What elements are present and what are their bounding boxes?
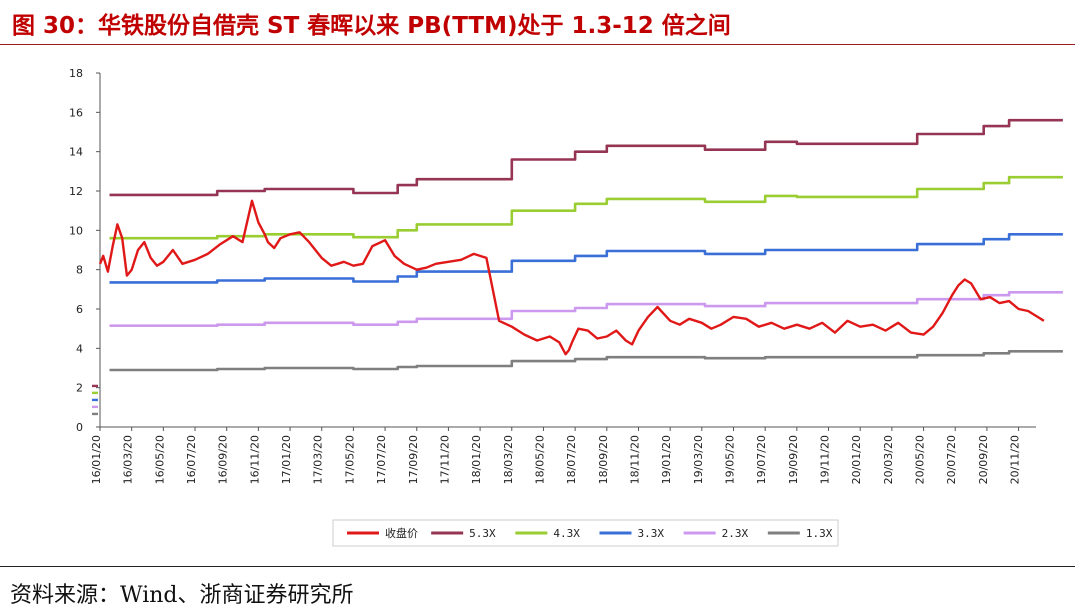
- x-tick-label: 20/01/20: [850, 435, 863, 484]
- series-line: [109, 175, 1063, 240]
- series-line: [109, 349, 1063, 372]
- pb-band-chart: 0 2 4 6 8 10 12 14 16 18 16/01/20 16/03/20 16/05/20…: [69, 67, 1063, 547]
- legend-label: 收盘价: [385, 526, 418, 540]
- source-note: 资料来源：Wind、浙商证券研究所: [10, 583, 354, 608]
- x-tick-label: 17/07/20: [375, 435, 388, 484]
- y-tick-label: 14: [69, 146, 83, 159]
- x-tick-label: 20/11/20: [1009, 435, 1022, 484]
- x-tick-label: 17/09/20: [407, 435, 420, 484]
- x-tick-label: 17/03/20: [312, 435, 325, 484]
- legend-label: 2.3X: [722, 527, 749, 540]
- x-tick-label: 16/01/20: [90, 435, 103, 484]
- y-tick-label: 12: [69, 185, 83, 198]
- series-line: [109, 118, 1063, 197]
- x-tick-label: 18/01/20: [470, 435, 483, 484]
- x-tick-label: 16/11/20: [248, 435, 261, 484]
- x-tick-label: 19/01/20: [660, 435, 673, 484]
- source-divider: [0, 566, 1075, 567]
- series-line: [98, 199, 1045, 356]
- x-tick-label: 18/11/20: [628, 435, 641, 484]
- chart-axes: [99, 73, 1036, 428]
- x-tick-label: 16/09/20: [217, 435, 230, 484]
- legend-box: [332, 519, 839, 547]
- x-tick-label: 16/05/20: [153, 435, 166, 484]
- legend-label: 4.3X: [553, 527, 580, 540]
- x-tick-label: 17/11/20: [438, 435, 451, 484]
- x-tick-label: 20/07/20: [945, 435, 958, 484]
- y-tick-label: 2: [76, 382, 83, 395]
- x-tick-label: 19/05/20: [724, 435, 737, 484]
- page-title: 图 30：华铁股份自借壳 ST 春晖以来 PB(TTM)处于 1.3-12 倍之…: [12, 13, 731, 39]
- x-tick-label: 19/07/20: [755, 435, 768, 484]
- legend-label: 3.3X: [638, 527, 665, 540]
- y-tick-label: 0: [76, 421, 83, 434]
- y-tick-label: 4: [76, 342, 83, 355]
- x-axis-ticks: 16/01/20 16/03/20 16/05/20 16/07/20 16/09/20…: [90, 427, 1022, 484]
- y-axis-ticks: 0 2 4 6 8 10 12 14 16 18: [69, 67, 100, 434]
- legend-label: 5.3X: [469, 527, 496, 540]
- x-tick-label: 18/09/20: [597, 435, 610, 484]
- x-tick-label: 19/11/20: [819, 435, 832, 484]
- y-tick-label: 18: [69, 67, 83, 80]
- y-tick-label: 6: [76, 303, 83, 316]
- x-tick-label: 17/01/20: [280, 435, 293, 484]
- title-divider: [0, 44, 1075, 45]
- x-tick-label: 18/07/20: [565, 435, 578, 484]
- x-tick-label: 16/03/20: [122, 435, 135, 484]
- x-tick-label: 20/03/20: [882, 435, 895, 484]
- y-tick-label: 16: [69, 106, 83, 119]
- chart-series: [92, 118, 1063, 416]
- chart-legend: 收盘价 5.3X 4.3X 3.3X 2.3X 1.3X: [332, 519, 839, 547]
- x-tick-label: 18/05/20: [533, 435, 546, 484]
- x-tick-label: 18/03/20: [502, 435, 515, 484]
- x-tick-label: 20/05/20: [914, 435, 927, 484]
- x-tick-label: 16/07/20: [185, 435, 198, 484]
- x-tick-label: 19/09/20: [787, 435, 800, 484]
- legend-label: 1.3X: [806, 527, 833, 540]
- x-tick-label: 17/05/20: [343, 435, 356, 484]
- x-tick-label: 19/03/20: [692, 435, 705, 484]
- y-tick-label: 8: [76, 264, 83, 277]
- y-tick-label: 10: [69, 224, 83, 237]
- series-line: [109, 233, 1063, 284]
- series-line: [109, 290, 1063, 328]
- x-tick-label: 20/09/20: [977, 435, 990, 484]
